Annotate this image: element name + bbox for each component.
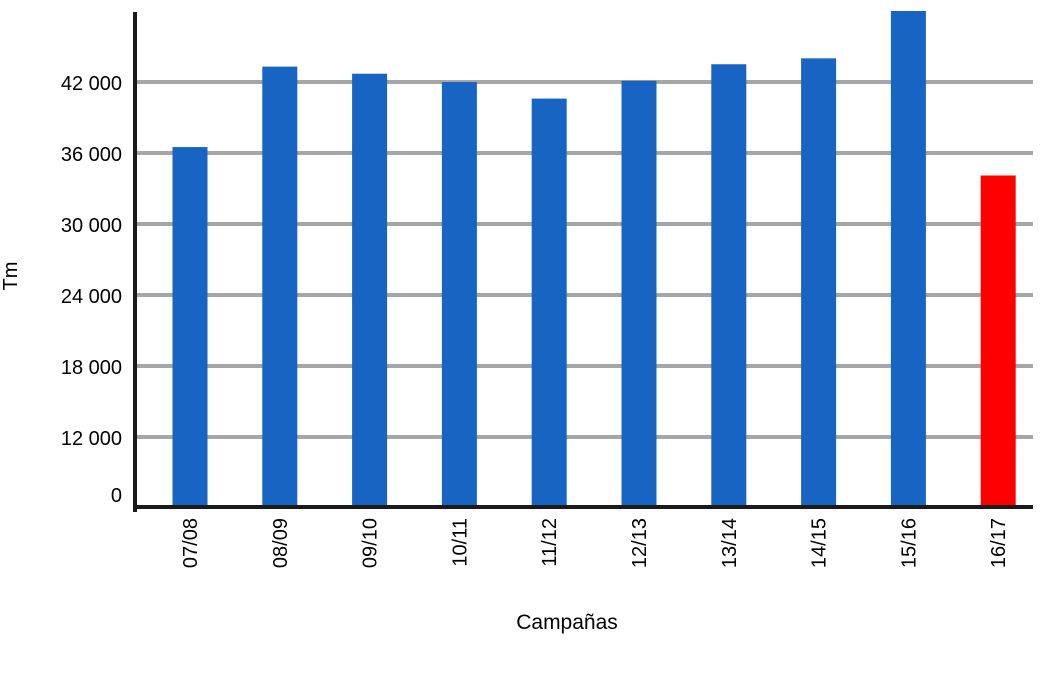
x-axis-title: Campañas bbox=[516, 611, 618, 634]
y-tick-label: 24 000 bbox=[61, 286, 122, 308]
bar-11-12 bbox=[531, 98, 567, 508]
x-tick-label: 08/09 bbox=[270, 518, 292, 568]
bar-15-16 bbox=[890, 11, 926, 507]
x-tick-label: 13/14 bbox=[719, 518, 741, 568]
x-tick-label: 10/11 bbox=[449, 518, 471, 567]
bar-09-10 bbox=[352, 73, 388, 507]
y-tick-label: 30 000 bbox=[61, 215, 122, 237]
x-tick-label: 14/15 bbox=[809, 518, 831, 568]
y-tick-label: 12 000 bbox=[61, 428, 122, 450]
bars bbox=[172, 11, 1016, 508]
bar-10-11 bbox=[441, 82, 477, 507]
bar-07-08 bbox=[172, 147, 208, 508]
x-tick-label: 09/10 bbox=[360, 518, 382, 568]
bar-12-13 bbox=[621, 80, 657, 508]
y-tick-label: 0 bbox=[111, 485, 122, 507]
x-tick-labels: 07/08 08/09 09/10 10/11 11/12 12/13 13/14 14/15… bbox=[180, 518, 1010, 568]
x-tick-label: 12/13 bbox=[629, 518, 651, 568]
bar-13-14 bbox=[711, 64, 747, 507]
x-tick-label: 16/17 bbox=[988, 518, 1010, 568]
x-tick-label: 07/08 bbox=[180, 518, 202, 568]
y-tick-label: 18 000 bbox=[61, 357, 122, 379]
bar-08-09 bbox=[262, 66, 298, 507]
y-tick-label: 42 000 bbox=[61, 73, 122, 95]
x-tick-label: 11/12 bbox=[539, 518, 561, 567]
bar-14-15 bbox=[801, 58, 837, 507]
y-tick-labels: 0 12 000 18 000 24 000 30 000 36 000 42 000 bbox=[61, 73, 122, 507]
y-tick-label: 36 000 bbox=[61, 144, 122, 166]
bar-16-17 bbox=[980, 175, 1016, 507]
y-axis-title: Tm bbox=[0, 262, 22, 291]
x-tick-label: 15/16 bbox=[898, 518, 920, 568]
axes bbox=[133, 12, 1033, 512]
